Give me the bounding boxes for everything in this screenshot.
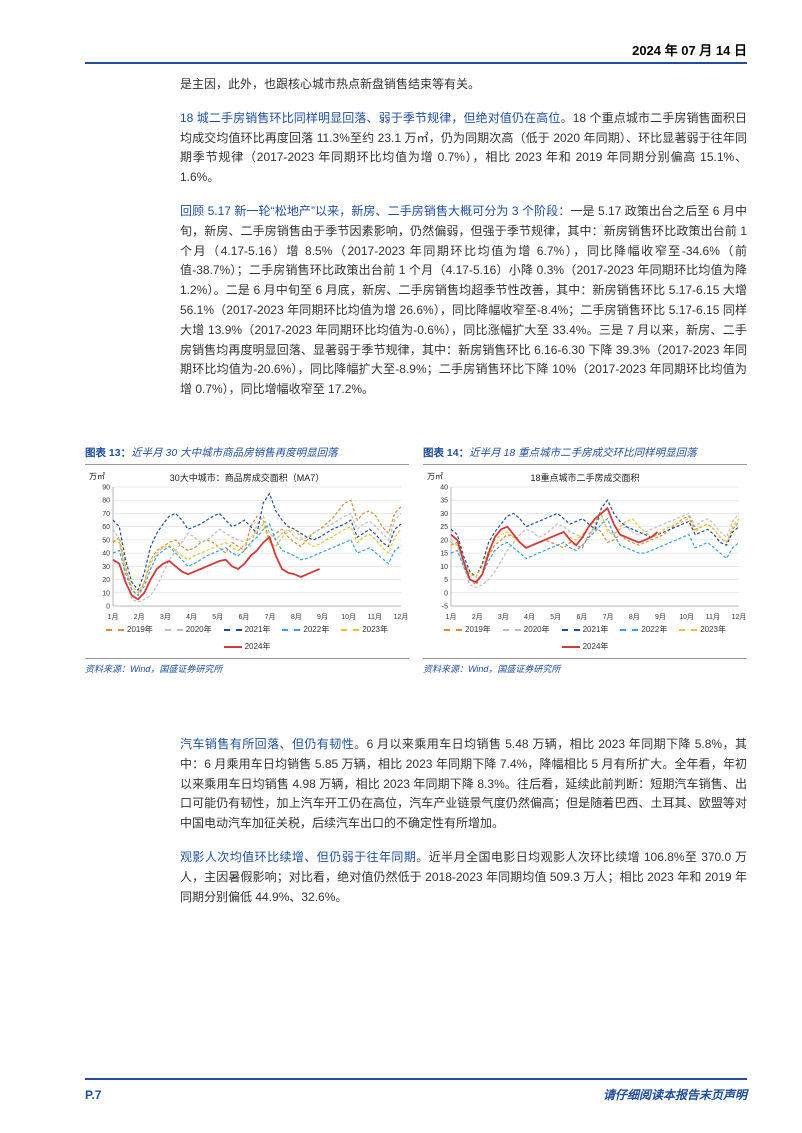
svg-text:40: 40 [102, 551, 110, 558]
svg-text:15: 15 [440, 551, 448, 558]
svg-text:5: 5 [444, 577, 448, 584]
legend-item: 2024年 [224, 641, 271, 652]
svg-text:70: 70 [102, 511, 110, 518]
paragraph-2-lead: 18 城二手房销售环比同样明显回落、弱于季节规律，但绝对值仍在高位。 [180, 111, 573, 125]
svg-text:30: 30 [440, 511, 448, 518]
paragraph-1: 是主因，此外，也跟核心城市热点新盘销售结束等有关。 [180, 75, 747, 95]
svg-text:60: 60 [102, 524, 110, 531]
svg-text:5月: 5月 [550, 613, 561, 621]
svg-text:8月: 8月 [291, 613, 302, 621]
svg-text:9月: 9月 [317, 613, 328, 621]
svg-text:8月: 8月 [629, 613, 640, 621]
legend-item: 2021年 [562, 624, 609, 635]
svg-text:0: 0 [106, 604, 110, 611]
svg-text:20: 20 [440, 537, 448, 544]
svg-text:80: 80 [102, 498, 110, 505]
paragraph-4: 汽车销售有所回落、但仍有韧性。6 月以来乘用车日均销售 5.48 万辆，相比 2… [180, 735, 747, 834]
svg-text:35: 35 [440, 498, 448, 505]
chart-14: 图表 14：近半月 18 重点城市二手房成交环比同样明显回落 万㎡ 18重点城市… [423, 445, 747, 675]
svg-text:4月: 4月 [524, 613, 535, 621]
svg-text:-5: -5 [442, 604, 448, 611]
chart-13-legend: 2019年 2020年 2021年 2022年 2023年 2024年 [85, 624, 409, 652]
svg-text:20: 20 [102, 577, 110, 584]
svg-text:6月: 6月 [576, 613, 587, 621]
footer-rule [85, 1078, 747, 1080]
chart-14-legend: 2019年 2020年 2021年 2022年 2023年 2024年 [423, 624, 747, 652]
svg-text:11月: 11月 [706, 613, 720, 621]
legend-item: 2021年 [224, 624, 271, 635]
chart-13-svg: 0 10 20 30 40 50 60 70 80 90 1月 2月 3月 4月 5月 6月 7月 8月 9月 10月… [85, 467, 409, 622]
footer: P.7 请仔细阅读本报告末页声明 [85, 1078, 747, 1103]
chart-13-caption: 图表 13：近半月 30 大中城市商品房销售再度明显回落 [85, 445, 409, 460]
svg-text:6月: 6月 [238, 613, 249, 621]
svg-text:25: 25 [440, 524, 448, 531]
svg-text:10月: 10月 [341, 613, 356, 621]
svg-text:7月: 7月 [603, 613, 614, 621]
legend-item: 2019年 [444, 624, 491, 635]
chart-13-box: 万㎡ 30大中城市：商品房成交面积（MA7） 0 10 20 30 40 50 60 70 80… [85, 464, 409, 659]
svg-text:0: 0 [444, 590, 448, 597]
chart-13-source: 资料来源：Wind，国盛证券研究所 [85, 662, 409, 675]
paragraph-4-lead: 汽车销售有所回落、但仍有韧性。 [180, 737, 367, 751]
paragraph-5: 观影人次均值环比续增、但仍弱于往年同期。近半月全国电影日均观影人次环比续增 10… [180, 848, 747, 907]
svg-text:50: 50 [102, 537, 110, 544]
charts-row: 图表 13：近半月 30 大中城市商品房销售再度明显回落 万㎡ 30大中城市：商… [85, 445, 747, 675]
paragraph-5-lead: 观影人次均值环比续增、但仍弱于往年同期。 [180, 850, 429, 864]
paragraph-3: 回顾 5.17 新一轮“松地产”以来，新房、二手房销售大概可分为 3 个阶段：一… [180, 202, 747, 400]
legend-item: 2022年 [620, 624, 667, 635]
paragraph-3-lead: 回顾 5.17 新一轮“松地产”以来，新房、二手房销售大概可分为 3 个阶段： [180, 204, 570, 218]
svg-text:11月: 11月 [368, 613, 382, 621]
chart-14-title: 18重点城市二手房成交面积 [530, 471, 639, 484]
legend-item: 2024年 [562, 641, 609, 652]
svg-text:10: 10 [102, 590, 110, 597]
svg-text:40: 40 [440, 485, 448, 492]
svg-text:30: 30 [102, 564, 110, 571]
paragraph-2: 18 城二手房销售环比同样明显回落、弱于季节规律，但绝对值仍在高位。18 个重点… [180, 109, 747, 188]
legend-item: 2023年 [341, 624, 388, 635]
svg-text:4月: 4月 [186, 613, 197, 621]
header-date: 2024 年 07 月 14 日 [632, 40, 747, 59]
svg-text:10: 10 [440, 564, 448, 571]
svg-text:5月: 5月 [212, 613, 223, 621]
svg-text:12月: 12月 [394, 613, 409, 621]
chart-14-svg: -5 0 5 10 15 20 25 30 35 40 1月 2月 3月 4月 5月 6月 7月 8月 9月 10月 1… [423, 467, 747, 622]
svg-text:3月: 3月 [498, 613, 509, 621]
legend-item: 2020年 [503, 624, 550, 635]
svg-text:1月: 1月 [108, 613, 119, 621]
svg-text:90: 90 [102, 485, 110, 492]
paragraph-3-rest: 一是 5.17 政策出台之后至 6 月中旬，新房、二手房销售由于季节因素影响，仍… [180, 204, 747, 396]
legend-item: 2020年 [165, 624, 212, 635]
chart-14-ylabel: 万㎡ [427, 471, 443, 482]
chart-13-title: 30大中城市：商品房成交面积（MA7） [170, 471, 325, 484]
chart-14-caption: 图表 14：近半月 18 重点城市二手房成交环比同样明显回落 [423, 445, 747, 460]
legend-item: 2023年 [679, 624, 726, 635]
chart-14-source: 资料来源：Wind，国盛证券研究所 [423, 662, 747, 675]
svg-text:9月: 9月 [655, 613, 666, 621]
footer-disclaimer: 请仔细阅读本报告末页声明 [603, 1086, 747, 1103]
svg-text:2月: 2月 [134, 613, 145, 621]
chart-13: 图表 13：近半月 30 大中城市商品房销售再度明显回落 万㎡ 30大中城市：商… [85, 445, 409, 675]
svg-text:12月: 12月 [732, 613, 747, 621]
chart-13-ylabel: 万㎡ [89, 471, 105, 482]
svg-text:1月: 1月 [446, 613, 457, 621]
svg-text:3月: 3月 [160, 613, 171, 621]
svg-text:2月: 2月 [472, 613, 483, 621]
svg-text:7月: 7月 [265, 613, 276, 621]
legend-item: 2022年 [282, 624, 329, 635]
svg-text:10月: 10月 [679, 613, 694, 621]
page-number: P.7 [85, 1088, 101, 1102]
legend-item: 2019年 [106, 624, 153, 635]
header-rule [85, 62, 747, 64]
chart-14-box: 万㎡ 18重点城市二手房成交面积 -5 0 5 10 15 20 25 30 35 40 1月 2月 3… [423, 464, 747, 659]
